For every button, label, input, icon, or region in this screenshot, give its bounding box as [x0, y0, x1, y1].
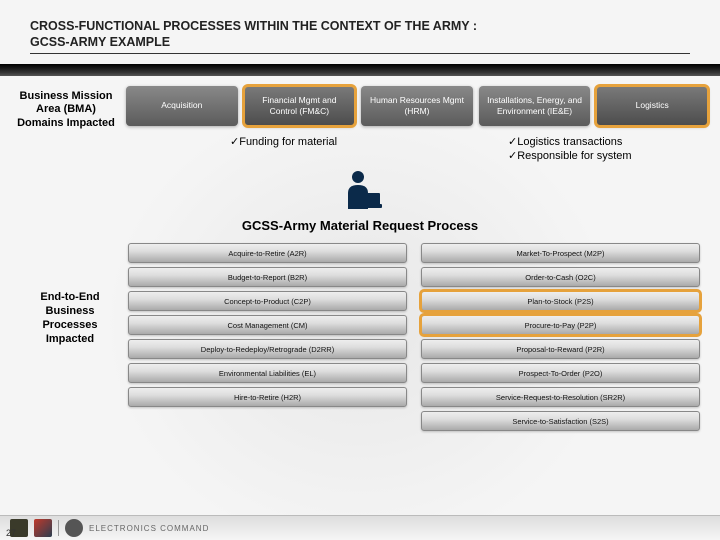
title-underline	[30, 53, 690, 54]
process-box: Deploy-to-Redeploy/Retrograde (D2RR)	[128, 339, 407, 359]
process-box: Budget-to-Report (B2R)	[128, 267, 407, 287]
title-section: CROSS-FUNCTIONAL PROCESSES WITHIN THE CO…	[0, 0, 720, 60]
bma-box: Acquisition	[126, 86, 238, 126]
bma-label: Business Mission Area (BMA) Domains Impa…	[12, 86, 120, 131]
slide-title-line2: GCSS-ARMY EXAMPLE	[30, 34, 690, 50]
process-box: Concept-to-Product (C2P)	[128, 291, 407, 311]
process-box: Environmental Liabilities (EL)	[128, 363, 407, 383]
cecom-seal-icon	[65, 519, 83, 537]
bma-box: Financial Mgmt and Control (FM&C)	[244, 86, 356, 126]
page-number: 27	[6, 528, 16, 538]
process-section: End-to-End Business Processes Impacted A…	[0, 243, 720, 431]
slide-footer: ELECTRONICS COMMAND	[0, 515, 720, 540]
bma-box: Installations, Energy, and Environment (…	[479, 86, 591, 126]
bullet-item: ✓Responsible for system	[508, 149, 708, 163]
bma-box: Human Resources Mgmt (HRM)	[361, 86, 473, 126]
footer-label: ELECTRONICS COMMAND	[89, 524, 209, 533]
process-box: Service-Request-to-Resolution (SR2R)	[421, 387, 700, 407]
footer-divider	[58, 520, 59, 536]
process-title: GCSS-Army Material Request Process	[0, 218, 720, 233]
bma-section: Business Mission Area (BMA) Domains Impa…	[0, 76, 720, 131]
divider-bar	[0, 64, 720, 76]
person-laptop-icon	[0, 169, 720, 214]
slide-title-line1: CROSS-FUNCTIONAL PROCESSES WITHIN THE CO…	[30, 18, 690, 34]
bullet-item: ✓Funding for material	[230, 135, 370, 149]
process-box: Plan-to-Stock (P2S)	[421, 291, 700, 311]
bullets-mid: ✓Funding for material	[230, 135, 370, 164]
process-box: Order-to-Cash (O2C)	[421, 267, 700, 287]
process-box: Service-to-Satisfaction (S2S)	[421, 411, 700, 431]
bullets-row: ✓Funding for material ✓Logistics transac…	[0, 131, 720, 164]
process-box: Cost Management (CM)	[128, 315, 407, 335]
process-box: Acquire-to-Retire (A2R)	[128, 243, 407, 263]
process-box: Procure-to-Pay (P2P)	[421, 315, 700, 335]
bma-boxes: AcquisitionFinancial Mgmt and Control (F…	[126, 86, 708, 126]
bullets-right: ✓Logistics transactions✓Responsible for …	[508, 135, 708, 164]
command-seal-icon	[34, 519, 52, 537]
process-box: Proposal-to-Reward (P2R)	[421, 339, 700, 359]
bullet-item: ✓Logistics transactions	[508, 135, 708, 149]
process-label: End-to-End Business Processes Impacted	[20, 243, 120, 431]
bma-box: Logistics	[596, 86, 708, 126]
process-grid: Acquire-to-Retire (A2R) Market-To-Prospec…	[128, 243, 700, 431]
process-box: Prospect-To-Order (P2O)	[421, 363, 700, 383]
process-box: Market-To-Prospect (M2P)	[421, 243, 700, 263]
process-box: Hire-to-Retire (H2R)	[128, 387, 407, 407]
